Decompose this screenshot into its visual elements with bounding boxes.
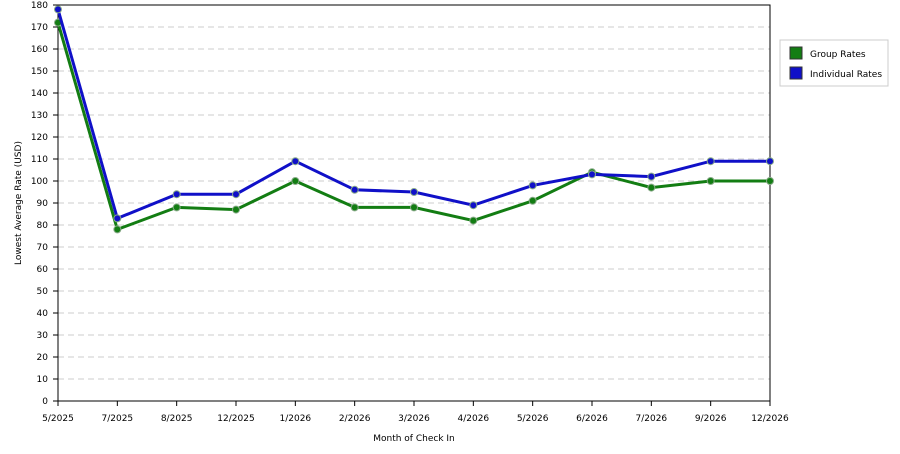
point — [113, 225, 122, 234]
point — [54, 5, 62, 14]
y-tick-label: 60 — [37, 265, 49, 275]
x-tick-label: 2/2026 — [339, 414, 371, 424]
x-tick-label: 12/2025 — [217, 414, 254, 424]
legend-label: Individual Rates — [810, 70, 882, 80]
x-tick-label: 7/2025 — [101, 414, 133, 424]
x-tick-label: 3/2026 — [398, 414, 430, 424]
x-tick-label: 5/2025 — [42, 414, 74, 424]
y-tick-label: 130 — [31, 111, 48, 121]
point — [232, 205, 240, 214]
x-tick-label: 5/2026 — [517, 414, 549, 424]
y-tick-label: 150 — [31, 67, 48, 77]
point — [350, 185, 359, 194]
point — [291, 157, 300, 166]
point — [706, 157, 715, 166]
point — [588, 170, 596, 179]
x-tick-label: 4/2026 — [457, 414, 489, 424]
point — [232, 190, 240, 199]
point — [113, 214, 122, 223]
y-tick-label: 140 — [31, 89, 48, 99]
point — [172, 203, 181, 212]
point — [410, 203, 418, 212]
y-tick-label: 110 — [31, 155, 48, 165]
y-tick-label: 180 — [31, 1, 48, 11]
y-tick-label: 120 — [31, 133, 48, 143]
point — [469, 216, 478, 225]
y-tick-label: 170 — [31, 23, 48, 33]
point — [706, 177, 715, 185]
point — [350, 203, 359, 212]
x-tick-label: 7/2026 — [635, 414, 667, 424]
point — [410, 188, 418, 196]
y-tick-label: 50 — [37, 287, 49, 297]
y-tick-label: 100 — [31, 177, 48, 187]
y-tick-label: 160 — [31, 45, 48, 55]
y-tick-label: 30 — [37, 331, 49, 341]
y-tick-label: 80 — [37, 221, 49, 231]
y-tick-label: 90 — [37, 199, 49, 209]
y-tick-label: 20 — [37, 353, 49, 363]
point — [291, 177, 300, 185]
x-tick-label: 9/2026 — [695, 414, 727, 424]
point — [766, 177, 774, 185]
point — [528, 181, 537, 190]
point — [647, 172, 656, 181]
point — [469, 201, 478, 210]
x-tick-label: 6/2026 — [576, 414, 608, 424]
point — [528, 196, 537, 205]
x-tick-label: 12/2026 — [751, 414, 789, 424]
x-axis-label: Month of Check In — [373, 434, 455, 444]
point — [172, 190, 181, 199]
y-axis-label: Lowest Average Rate (USD) — [14, 141, 24, 265]
legend-swatch — [789, 46, 803, 60]
y-tick-label: 70 — [37, 243, 49, 253]
y-tick-label: 10 — [37, 375, 49, 385]
x-tick-label: 1/2026 — [279, 414, 311, 424]
legend-label: Group Rates — [810, 50, 866, 60]
legend-swatch — [789, 66, 803, 80]
point — [647, 183, 656, 192]
y-tick-label: 0 — [42, 397, 48, 407]
x-tick-label: 8/2025 — [161, 414, 193, 424]
point — [766, 157, 774, 166]
y-tick-label: 40 — [37, 309, 49, 319]
